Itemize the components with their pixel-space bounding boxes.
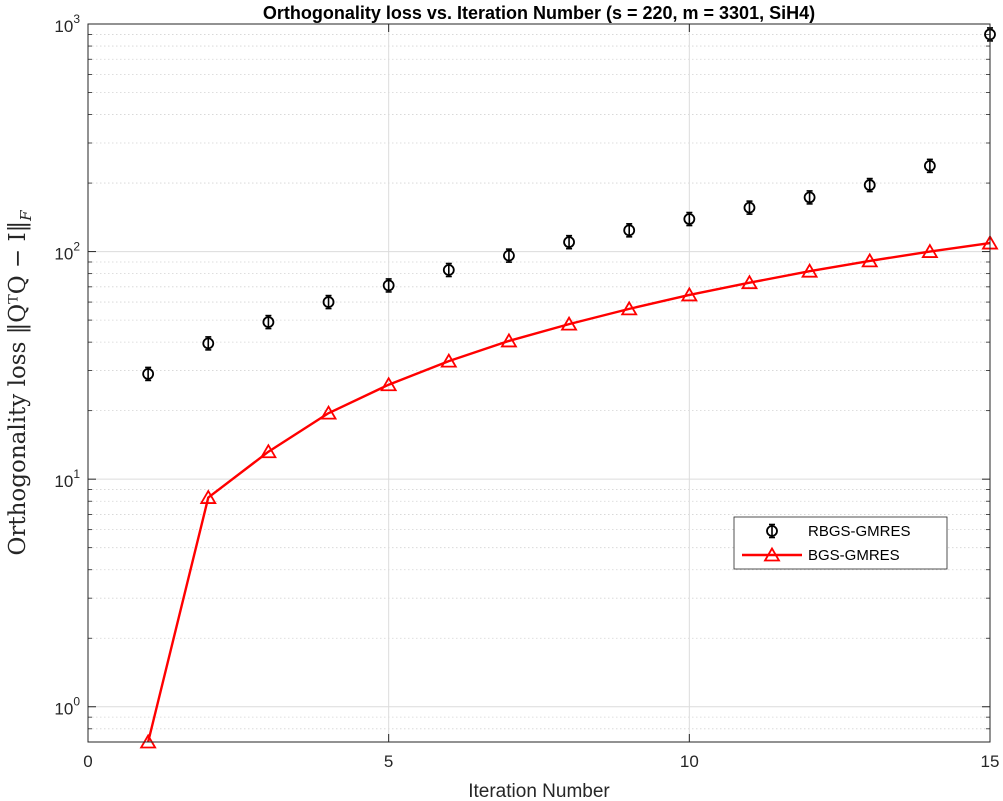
y-axis-label-subscript: F [17, 210, 35, 222]
y-tick-label-exponent: 2 [73, 240, 80, 254]
data-point [683, 213, 696, 225]
y-axis-label-group: Orthogonality loss ‖QᵀQ − I‖F [5, 210, 35, 556]
data-point [803, 191, 816, 204]
series-rbgs-gmres [142, 27, 996, 382]
y-tick-label-base: 10 [54, 245, 73, 264]
data-point [740, 274, 759, 290]
data-point [560, 315, 578, 331]
y-tick-label: 101 [54, 467, 80, 491]
y-tick-label-exponent: 0 [73, 695, 80, 709]
x-tick-label: 15 [981, 752, 1000, 771]
plot-area [88, 24, 990, 742]
data-point [380, 376, 398, 392]
data-point [766, 525, 778, 537]
x-tick-label: 10 [680, 752, 699, 771]
data-point [500, 332, 518, 348]
data-point [382, 279, 395, 292]
data-point [680, 286, 698, 302]
x-tick-label: 5 [384, 752, 393, 771]
y-axis-label-main: Orthogonality loss ‖QᵀQ − I‖ [5, 221, 31, 556]
legend: RBGS-GMRES BGS-GMRES [733, 516, 948, 570]
y-tick-label-base: 10 [54, 700, 73, 719]
data-point [563, 236, 575, 249]
data-point [923, 159, 936, 172]
series-bgs-gmres [139, 234, 999, 749]
legend-label: RBGS-GMRES [808, 523, 911, 540]
data-point [623, 224, 636, 237]
y-tick-label-exponent: 3 [73, 12, 80, 26]
data-point [259, 443, 277, 459]
data-point [440, 352, 458, 368]
y-tick-label: 102 [54, 240, 80, 264]
legend-item: RBGS-GMRES [766, 523, 911, 540]
legend-label: BGS-GMRES [808, 547, 900, 564]
data-point [743, 201, 756, 214]
y-tick-label-exponent: 1 [73, 467, 80, 481]
series-line [146, 241, 991, 743]
legend-item: BGS-GMRES [742, 546, 900, 564]
data-point [503, 249, 515, 262]
data-point [319, 404, 338, 420]
y-tick-label: 103 [54, 12, 80, 36]
series-layer [139, 27, 999, 749]
x-axis-label: Iteration Number [468, 781, 610, 801]
y-tick-label-base: 10 [54, 472, 73, 491]
data-point [801, 262, 819, 278]
data-point [863, 179, 876, 191]
data-point [262, 316, 275, 328]
data-point [142, 368, 155, 380]
data-point [763, 546, 781, 562]
data-point [199, 489, 217, 504]
data-point [322, 296, 335, 308]
chart-title: Orthogonality loss vs. Iteration Number … [263, 3, 815, 23]
y-tick-label-base: 10 [54, 17, 73, 36]
data-point [442, 264, 455, 276]
data-point [202, 337, 215, 350]
y-tick-label: 100 [54, 695, 80, 719]
data-point [921, 243, 939, 258]
data-point [861, 252, 879, 268]
data-point [620, 300, 638, 316]
plot-border [87, 23, 991, 743]
x-tick-label: 0 [83, 752, 92, 771]
y-axis-label: Orthogonality loss ‖QᵀQ − I‖F [5, 210, 35, 556]
